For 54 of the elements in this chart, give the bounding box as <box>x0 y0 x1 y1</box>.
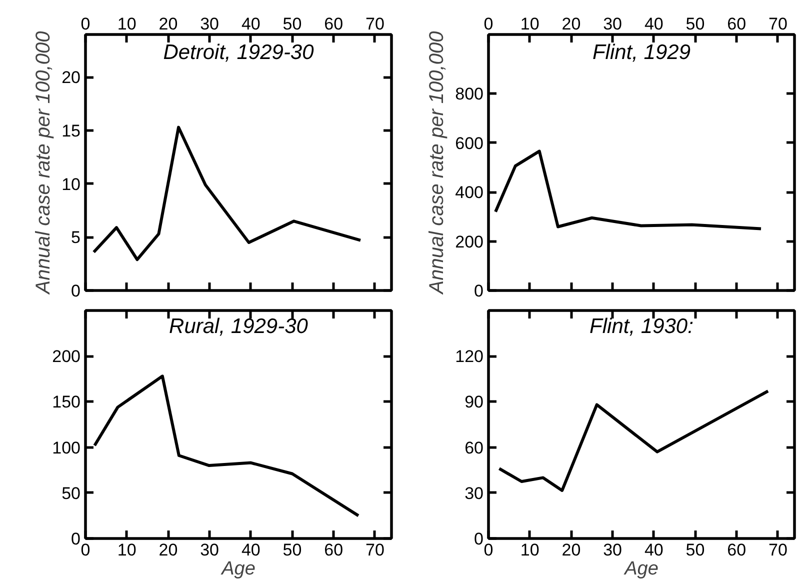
y-tick-label: 5 <box>71 228 81 248</box>
y-tick-label: 50 <box>62 484 81 503</box>
x-tick-label: 70 <box>366 14 384 34</box>
x-tick-label: 50 <box>282 540 302 560</box>
x-tick-label: 60 <box>727 540 746 560</box>
x-tick-label: 10 <box>520 540 540 560</box>
chart-title: Flint, 1929 <box>592 40 691 64</box>
x-tick-label: 50 <box>282 14 302 34</box>
x-tick-label: 70 <box>768 540 788 560</box>
x-tick-label: 40 <box>241 14 260 34</box>
x-tick-label: 60 <box>727 14 746 34</box>
x-tick-label: 10 <box>520 14 540 34</box>
y-tick-label: 0 <box>71 282 81 300</box>
y-tick-label: 15 <box>62 122 81 140</box>
x-tick-label: 20 <box>158 540 178 560</box>
y-tick-label: 120 <box>455 347 484 366</box>
y-tick-label: 400 <box>455 183 484 202</box>
y-tick-label: 100 <box>52 438 81 458</box>
x-tick-label: 20 <box>562 540 581 560</box>
y-tick-label: 60 <box>464 438 484 458</box>
x-tick-label: 60 <box>324 14 344 34</box>
y-tick-label: 90 <box>464 392 484 412</box>
x-tick-label: 30 <box>200 540 220 560</box>
y-tick-label: 20 <box>62 68 81 88</box>
y-tick-label: 150 <box>52 392 81 412</box>
x-tick-label: 40 <box>241 540 260 560</box>
chart-title: Detroit, 1929-30 <box>163 40 314 64</box>
x-tick-label: 40 <box>644 14 664 34</box>
x-tick-label: 70 <box>768 14 788 34</box>
chart-title: Flint, 1930: <box>590 314 694 338</box>
y-tick-label: 200 <box>52 347 81 366</box>
x-tick-label: 20 <box>562 14 581 34</box>
x-tick-label: 30 <box>200 14 220 34</box>
y-axis-title: Annual case rate per 100,000 <box>426 31 448 295</box>
y-axis-title: Annual case rate per 100,000 <box>32 31 55 295</box>
x-tick-label: 30 <box>603 14 622 34</box>
x-tick-label: 50 <box>686 540 705 560</box>
x-tick-label: 40 <box>644 540 664 560</box>
x-tick-label: 10 <box>117 540 136 560</box>
y-tick-label: 30 <box>464 484 484 503</box>
y-tick-label: 0 <box>474 282 484 300</box>
x-tick-label: 60 <box>324 540 344 560</box>
y-tick-label: 10 <box>62 174 81 194</box>
x-tick-label: 70 <box>366 540 384 560</box>
x-tick-label: 20 <box>158 14 178 34</box>
chart-title: Rural, 1929-30 <box>169 314 308 338</box>
x-tick-label: 30 <box>603 540 622 560</box>
x-tick-label: 10 <box>117 14 136 34</box>
x-axis-title: Age <box>220 558 256 580</box>
x-tick-label: 50 <box>686 14 705 34</box>
y-tick-label: 600 <box>455 134 484 153</box>
y-tick-label: 800 <box>455 84 484 104</box>
y-tick-label: 200 <box>455 232 484 252</box>
x-axis-title: Age <box>624 558 658 580</box>
